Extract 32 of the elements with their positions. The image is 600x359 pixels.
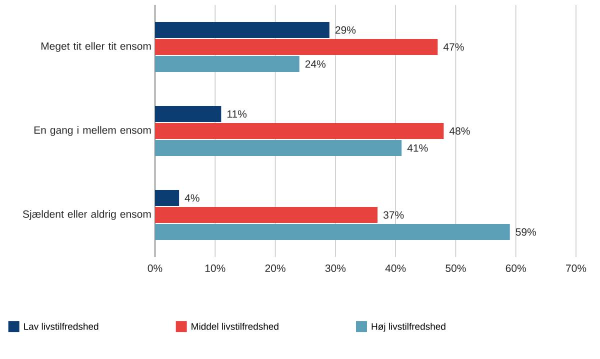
bar bbox=[155, 123, 444, 140]
x-tick-label: 50% bbox=[446, 264, 466, 272]
data-label: 41% bbox=[407, 144, 428, 152]
data-label: 4% bbox=[184, 194, 200, 202]
data-label: 24% bbox=[305, 60, 326, 68]
x-tick-label: 30% bbox=[325, 264, 346, 272]
bar bbox=[155, 224, 510, 240]
x-tick-label: 70% bbox=[566, 264, 586, 272]
y-tick-label: Meget tit eller tit ensom bbox=[41, 42, 151, 52]
legend-label: Høj livstilfredshed bbox=[372, 322, 446, 332]
legend-label: Middel livstilfredshed bbox=[192, 322, 278, 330]
data-label: 59% bbox=[516, 228, 536, 236]
bar bbox=[155, 190, 180, 206]
data-label: 29% bbox=[335, 26, 356, 34]
bar bbox=[155, 39, 438, 55]
bar bbox=[155, 140, 402, 156]
data-label: 37% bbox=[383, 211, 404, 219]
x-tick-label: 0% bbox=[148, 264, 162, 272]
legend-label: Lav livstilfredshed bbox=[24, 322, 98, 330]
y-tick-label: En gang i mellem ensom bbox=[34, 126, 151, 136]
bar bbox=[155, 207, 378, 224]
bar bbox=[155, 56, 300, 72]
data-label: 47% bbox=[443, 43, 464, 51]
bar bbox=[155, 106, 222, 122]
bar bbox=[155, 22, 330, 38]
x-tick-label: 60% bbox=[506, 264, 526, 272]
data-label: 48% bbox=[449, 127, 470, 135]
x-tick-label: 40% bbox=[385, 264, 406, 272]
x-tick-label: 20% bbox=[265, 264, 286, 272]
x-tick-label: 10% bbox=[205, 264, 226, 272]
data-label: 11% bbox=[227, 110, 247, 118]
y-tick-label: Sjældent eller aldrig ensom bbox=[22, 210, 151, 220]
